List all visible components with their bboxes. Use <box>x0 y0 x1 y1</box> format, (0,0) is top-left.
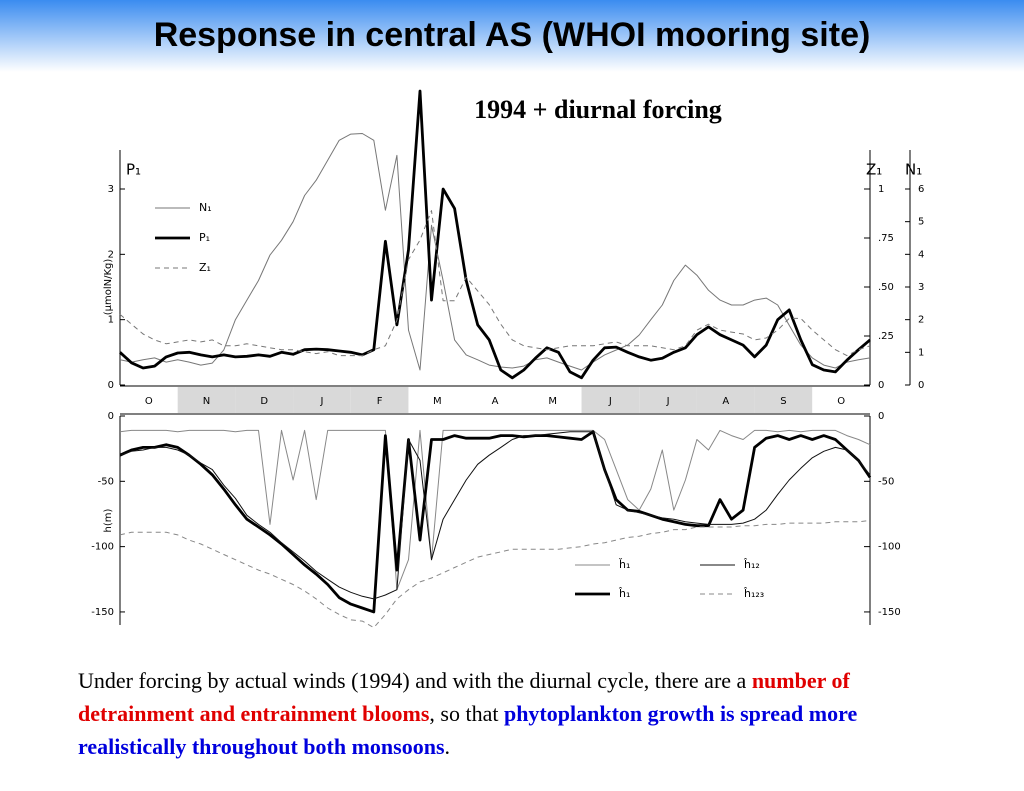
month-band <box>696 387 755 413</box>
data-line <box>119 89 871 380</box>
tick-label: 2 <box>108 249 114 260</box>
tick-label: .75 <box>878 233 894 244</box>
tick-label: 0 <box>878 411 884 422</box>
y-axis-label: h(m) <box>103 508 114 532</box>
legend-label: P₁ <box>199 231 210 244</box>
legend-label: ĥ₁ <box>618 587 630 600</box>
tick-label: 0 <box>878 380 884 391</box>
tick-label: 4 <box>918 249 924 260</box>
month-label: A <box>492 396 499 407</box>
month-label: O <box>145 396 153 407</box>
tick-label: 1 <box>878 184 884 195</box>
month-label: N <box>203 396 210 407</box>
tick-label: 2 <box>918 315 924 326</box>
data-line <box>119 430 872 614</box>
data-line <box>119 429 871 591</box>
month-band <box>120 387 178 413</box>
tick-label: .25 <box>878 331 894 342</box>
month-band <box>466 387 524 413</box>
tick-label: 0 <box>108 411 114 422</box>
legend-label: N₁ <box>199 201 212 214</box>
month-label: A <box>722 396 729 407</box>
month-band <box>639 387 697 413</box>
month-label: S <box>780 396 786 407</box>
month-label: J <box>319 396 323 407</box>
legend-label: Z₁ <box>199 261 211 274</box>
caption: Under forcing by actual winds (1994) and… <box>78 664 958 763</box>
month-band <box>177 387 236 413</box>
tick-label: 5 <box>918 217 924 228</box>
month-band <box>754 387 813 413</box>
tick-label: 3 <box>108 184 114 195</box>
tick-label: -100 <box>91 542 114 553</box>
month-label: M <box>548 396 557 407</box>
month-band <box>408 387 467 413</box>
tick-label: 6 <box>918 184 924 195</box>
charts: 0 1 2 3 0 .25 .50 .75 1 0 1 2 3 4 5 6 1994 + diurnal for… <box>91 89 924 629</box>
month-band <box>581 387 640 413</box>
legend-label: ĥ₁₂ <box>743 558 760 571</box>
month-band <box>812 387 870 413</box>
tick-label: 0 <box>918 380 924 391</box>
tick-label: -50 <box>878 476 894 487</box>
tick-label: -50 <box>98 476 114 487</box>
tick-label: 0 <box>108 380 114 391</box>
tick-label: -100 <box>878 542 901 553</box>
caption-segment: phytoplankton growth is spread more real… <box>78 701 858 759</box>
month-label: D <box>260 396 268 407</box>
month-label: J <box>666 396 670 407</box>
data-line <box>119 133 871 371</box>
data-line <box>119 431 871 600</box>
month-label: O <box>837 396 845 407</box>
data-line <box>119 210 871 357</box>
month-band <box>350 387 409 413</box>
caption-segment: , so that <box>429 701 504 726</box>
chart-title: 1994 + diurnal forcing <box>474 95 722 124</box>
month-label: M <box>433 396 442 407</box>
tick-label: 3 <box>918 282 924 293</box>
tick-label: 1 <box>108 315 114 326</box>
slide-title: Response in central AS (WHOI mooring sit… <box>153 16 871 54</box>
month-band <box>523 387 582 413</box>
caption-segment: Under forcing by actual winds (1994) and… <box>78 668 752 693</box>
caption-segment: . <box>444 734 451 759</box>
y-axis-label: (µmolN/Kg) <box>103 259 114 316</box>
caption-segment: number of detrainment and entrainment bl… <box>78 668 850 726</box>
tick-label: 1 <box>918 347 924 358</box>
axis-title: N₁ <box>905 161 922 179</box>
month-band <box>235 387 294 413</box>
header-band <box>0 0 1024 72</box>
tick-label: -150 <box>878 607 901 618</box>
axis-title: P₁ <box>126 161 141 179</box>
tick-label: -150 <box>91 607 114 618</box>
month-label: F <box>377 396 383 407</box>
tick-label: .50 <box>878 282 894 293</box>
data-line <box>119 520 871 629</box>
legend-label: ȟ₁ <box>618 558 630 571</box>
month-band <box>293 387 351 413</box>
axis-title: Z₁ <box>866 161 882 179</box>
month-label: J <box>608 396 612 407</box>
legend-label: ĥ₁₂₃ <box>743 587 764 600</box>
